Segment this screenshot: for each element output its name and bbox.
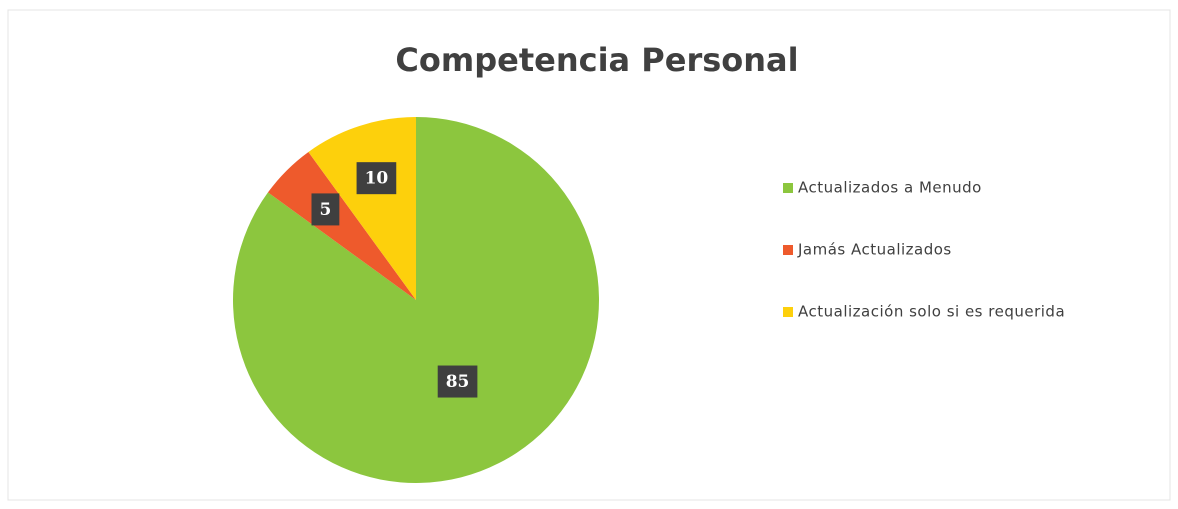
data-label-text: 5 — [319, 200, 331, 220]
data-label-text: 10 — [365, 169, 389, 189]
data-label-box — [311, 193, 340, 226]
pie-slice — [267, 151, 416, 300]
data-label-box — [356, 162, 397, 195]
data-label-text: 85 — [446, 372, 470, 392]
data-label: 10 — [356, 162, 397, 195]
legend-swatch — [783, 307, 793, 317]
legend-label: Jamás Actualizados — [797, 241, 952, 259]
legend-swatch — [783, 245, 793, 255]
chart-title: Competencia Personal — [395, 41, 798, 79]
data-label: 85 — [437, 365, 478, 398]
legend-label: Actualización solo si es requerida — [798, 303, 1065, 321]
legend-label: Actualizados a Menudo — [798, 179, 982, 197]
legend-swatch — [783, 183, 793, 193]
data-label-box — [437, 365, 478, 398]
data-label: 5 — [311, 193, 340, 226]
